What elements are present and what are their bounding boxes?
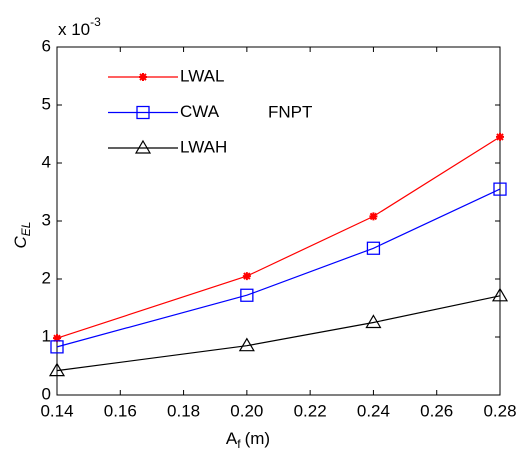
marker (53, 334, 61, 343)
y-axis-label: CEL (11, 222, 33, 249)
marker (366, 241, 381, 255)
x-tick-label: 0.24 (357, 401, 390, 420)
y-tick-label: 3 (42, 210, 51, 229)
annotation: FNPT (268, 102, 312, 121)
marker (48, 362, 66, 377)
y-tick-label: 0 (42, 384, 51, 403)
plot-frame (56, 46, 501, 396)
legend-label: LWAH (180, 137, 227, 156)
x-label-sub: f (237, 437, 241, 451)
marker (365, 314, 382, 329)
legend-label: LWAL (180, 66, 224, 85)
y-multiplier: x 10-3 (58, 15, 101, 39)
series-line (56, 136, 501, 339)
marker (496, 132, 504, 141)
x-label-unit: (m) (245, 429, 270, 448)
series-line (56, 295, 501, 372)
x-tick-label: 0.26 (420, 401, 453, 420)
x-tick-label: 0.22 (294, 401, 327, 420)
marker (136, 105, 150, 120)
x-tick-label: 0.14 (40, 401, 73, 420)
multiplier-exponent: -3 (90, 15, 101, 29)
marker (491, 287, 509, 302)
marker (369, 212, 378, 221)
y-label-sub: EL (19, 222, 33, 237)
x-tick-label: 0.28 (483, 401, 516, 420)
x-tick-label: 0.20 (230, 401, 263, 420)
y-tick-label: 2 (42, 268, 51, 287)
marker (240, 288, 254, 302)
marker (238, 337, 255, 352)
series-line (56, 188, 501, 348)
multiplier-base: x 10 (58, 20, 90, 39)
marker (139, 73, 147, 81)
y-tick-label: 5 (42, 94, 51, 113)
x-tick-label: 0.18 (167, 401, 200, 420)
y-label-main: C (11, 235, 30, 248)
x-tick-label: 0.16 (104, 401, 137, 420)
y-tick-label: 1 (42, 326, 51, 345)
marker (50, 340, 64, 354)
y-tick-label: 6 (42, 36, 51, 55)
marker (242, 272, 251, 281)
y-tick-label: 4 (42, 152, 51, 171)
legend-label: CWA (180, 102, 220, 121)
x-label-main: A (226, 429, 238, 448)
marker (134, 139, 152, 154)
x-axis-label: Af (m) (226, 429, 270, 451)
marker (493, 182, 507, 196)
